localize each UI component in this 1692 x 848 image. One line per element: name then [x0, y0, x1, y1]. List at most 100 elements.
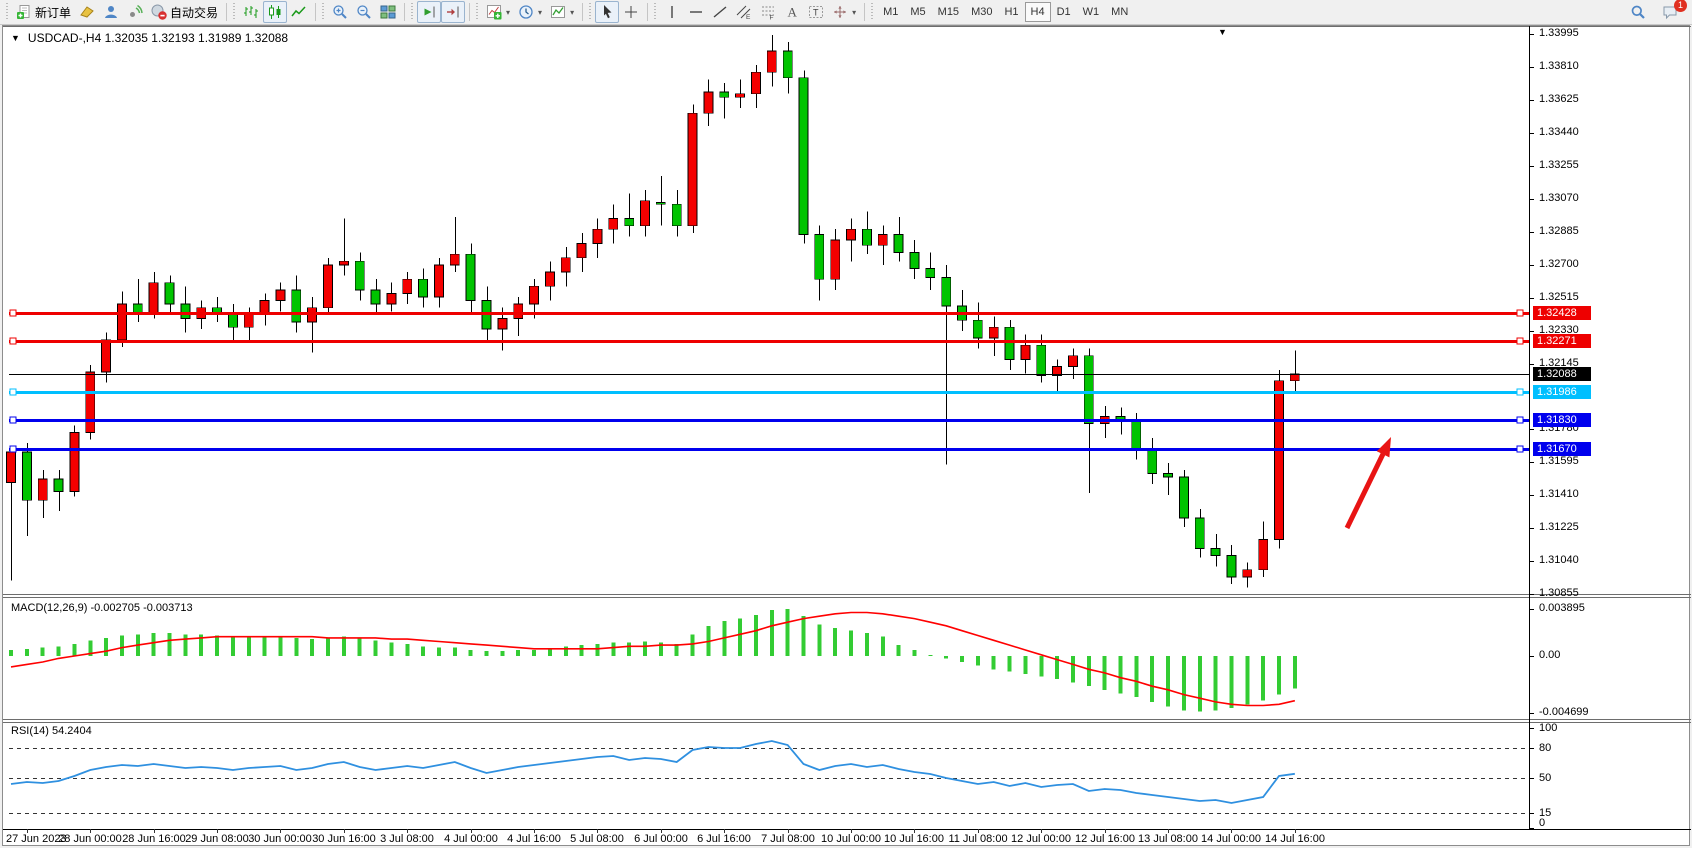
candlestick-icon: [269, 5, 281, 19]
label-button[interactable]: T: [804, 1, 828, 23]
chart-shift-marker-icon[interactable]: ▼: [1218, 27, 1227, 37]
shapes-button[interactable]: ▾: [828, 1, 860, 23]
toolbar-group-handle[interactable]: [653, 3, 659, 21]
profile-button[interactable]: [99, 1, 123, 23]
price-axis-tick: 1.33810: [1539, 60, 1579, 72]
new-order-button[interactable]: 新订单: [12, 1, 75, 23]
tf-h4-button[interactable]: H4: [1024, 2, 1051, 22]
toolbar-group-handle[interactable]: [475, 3, 481, 21]
chart-title: USDCAD-,H4 1.32035 1.32193 1.31989 1.320…: [27, 31, 289, 45]
hline-1.32271[interactable]: [9, 337, 1529, 345]
notification-badge: 1: [1674, 0, 1687, 12]
chat-button[interactable]: 1: [1658, 0, 1687, 23]
new-order-button-label: 新订单: [35, 5, 72, 20]
toolbar-group-handle[interactable]: [410, 3, 416, 21]
toolbar-group-handle[interactable]: [588, 3, 594, 21]
time-axis-label: 30 Jun 16:00: [312, 833, 376, 845]
vertical-line-button[interactable]: [660, 1, 684, 23]
toolbar-group-handle[interactable]: [5, 3, 10, 21]
horizontal-line-button[interactable]: [684, 1, 708, 23]
profile-icon: [105, 6, 118, 18]
dropdown-caret-icon[interactable]: ▾: [506, 7, 511, 17]
rsi-label: RSI(14) 54.2404: [11, 725, 92, 737]
hline-1.31830[interactable]: [9, 416, 1529, 424]
toolbar-separator: [582, 3, 584, 21]
trendline-button[interactable]: [708, 1, 732, 23]
toolbar-group-handle[interactable]: [321, 3, 327, 21]
macd-axis-tick: 0.003895: [1539, 602, 1585, 614]
fibonacci-button[interactable]: F: [756, 1, 780, 23]
toolbar-separator: [647, 3, 649, 21]
rsi-axis-tick: 100: [1539, 722, 1558, 734]
tf-m15-button[interactable]: M15: [932, 2, 965, 22]
time-axis-label: 12 Jul 16:00: [1075, 833, 1135, 845]
indicators-button[interactable]: ▾: [482, 1, 514, 23]
chart-window[interactable]: ▼ USDCAD-,H4 1.32035 1.32193 1.31989 1.3…: [2, 25, 1691, 847]
macd-axis-tick: -0.004699: [1539, 706, 1589, 718]
chart-title-bar: ▼ USDCAD-,H4 1.32035 1.32193 1.31989 1.3…: [11, 31, 288, 45]
macd-histogram: [9, 608, 1297, 712]
tf-m1-button-label: M1: [883, 6, 899, 18]
auto-trading-button[interactable]: 自动交易: [147, 1, 222, 23]
hline-1.32428[interactable]: [9, 309, 1529, 317]
line-chart-button[interactable]: [287, 1, 311, 23]
time-axis-label: 3 Jul 08:00: [380, 833, 434, 845]
chart-overlay: 1.32428 1.32271 1.32088 1.31986 1.31830 1.316…: [3, 26, 1689, 845]
price-axis-tick: 1.31225: [1539, 521, 1579, 533]
styles-icon: [80, 6, 94, 18]
tf-mn-button[interactable]: MN: [1105, 2, 1134, 22]
toolbar-separator: [315, 3, 317, 21]
chart-shift-button[interactable]: [441, 1, 466, 23]
channel-button[interactable]: E: [732, 1, 756, 23]
cursor-icon: [604, 5, 612, 19]
periods-button[interactable]: ▾: [514, 1, 546, 23]
hline-icon: [690, 11, 703, 13]
price-axis-tick: 1.32885: [1539, 225, 1579, 237]
annotation-arrow[interactable]: [1344, 437, 1391, 530]
signals-button[interactable]: [123, 1, 147, 23]
svg-text:T: T: [813, 8, 819, 18]
symbol-dropdown-icon[interactable]: ▼: [11, 33, 20, 43]
cursor-button[interactable]: [595, 1, 620, 23]
text-button[interactable]: A: [780, 1, 804, 23]
time-axis-label: 10 Jul 16:00: [884, 833, 944, 845]
price-line-label-1.31986: 1.31986: [1533, 385, 1591, 399]
tf-m1-button[interactable]: M1: [877, 2, 904, 22]
rsi-axis-tick: 50: [1539, 772, 1552, 784]
toolbar-group-handle[interactable]: [232, 3, 238, 21]
chart-canvas[interactable]: [3, 26, 1691, 847]
trendline-icon: [713, 6, 727, 18]
tf-d1-button-label: D1: [1056, 6, 1071, 18]
auto-scroll-button[interactable]: [417, 1, 442, 23]
time-axis-label: 28 Jun 16:00: [122, 833, 186, 845]
time-axis-label: 12 Jul 00:00: [1011, 833, 1071, 845]
tile-windows-button[interactable]: [376, 1, 400, 23]
templates-button[interactable]: ▾: [546, 1, 578, 23]
macd-axis-tick: 0.00: [1539, 649, 1561, 661]
hline-1.31670[interactable]: [9, 445, 1529, 453]
toolbar-group-handle[interactable]: [870, 3, 876, 21]
price-axis-tick: 1.33995: [1539, 27, 1579, 39]
dropdown-caret-icon[interactable]: ▾: [570, 7, 575, 17]
dropdown-caret-icon[interactable]: ▾: [852, 7, 857, 17]
price-axis-tick: 1.32515: [1539, 291, 1579, 303]
price-axis-tick: 1.31410: [1539, 488, 1579, 500]
crosshair-button[interactable]: [619, 1, 643, 23]
tf-w1-button[interactable]: W1: [1077, 2, 1106, 22]
zoom-in-button[interactable]: [328, 1, 352, 23]
bar-chart-button[interactable]: [239, 1, 263, 23]
search-button[interactable]: [1626, 1, 1650, 23]
tf-m5-button[interactable]: M5: [904, 2, 931, 22]
tf-h1-button[interactable]: H1: [998, 2, 1024, 22]
crosshair-icon: [625, 6, 638, 18]
tf-m30-button[interactable]: M30: [965, 2, 998, 22]
hline-1.31986[interactable]: [9, 388, 1529, 396]
zoom-out-button[interactable]: [352, 1, 376, 23]
candlestick-button[interactable]: [263, 1, 288, 23]
dropdown-caret-icon[interactable]: ▾: [538, 7, 543, 17]
price-axis-tick: 1.33440: [1539, 126, 1579, 138]
tf-d1-button[interactable]: D1: [1051, 2, 1077, 22]
styles-button[interactable]: [75, 1, 99, 23]
chart-shift-icon: [447, 6, 459, 18]
price-axis-tick: 1.31040: [1539, 554, 1579, 566]
